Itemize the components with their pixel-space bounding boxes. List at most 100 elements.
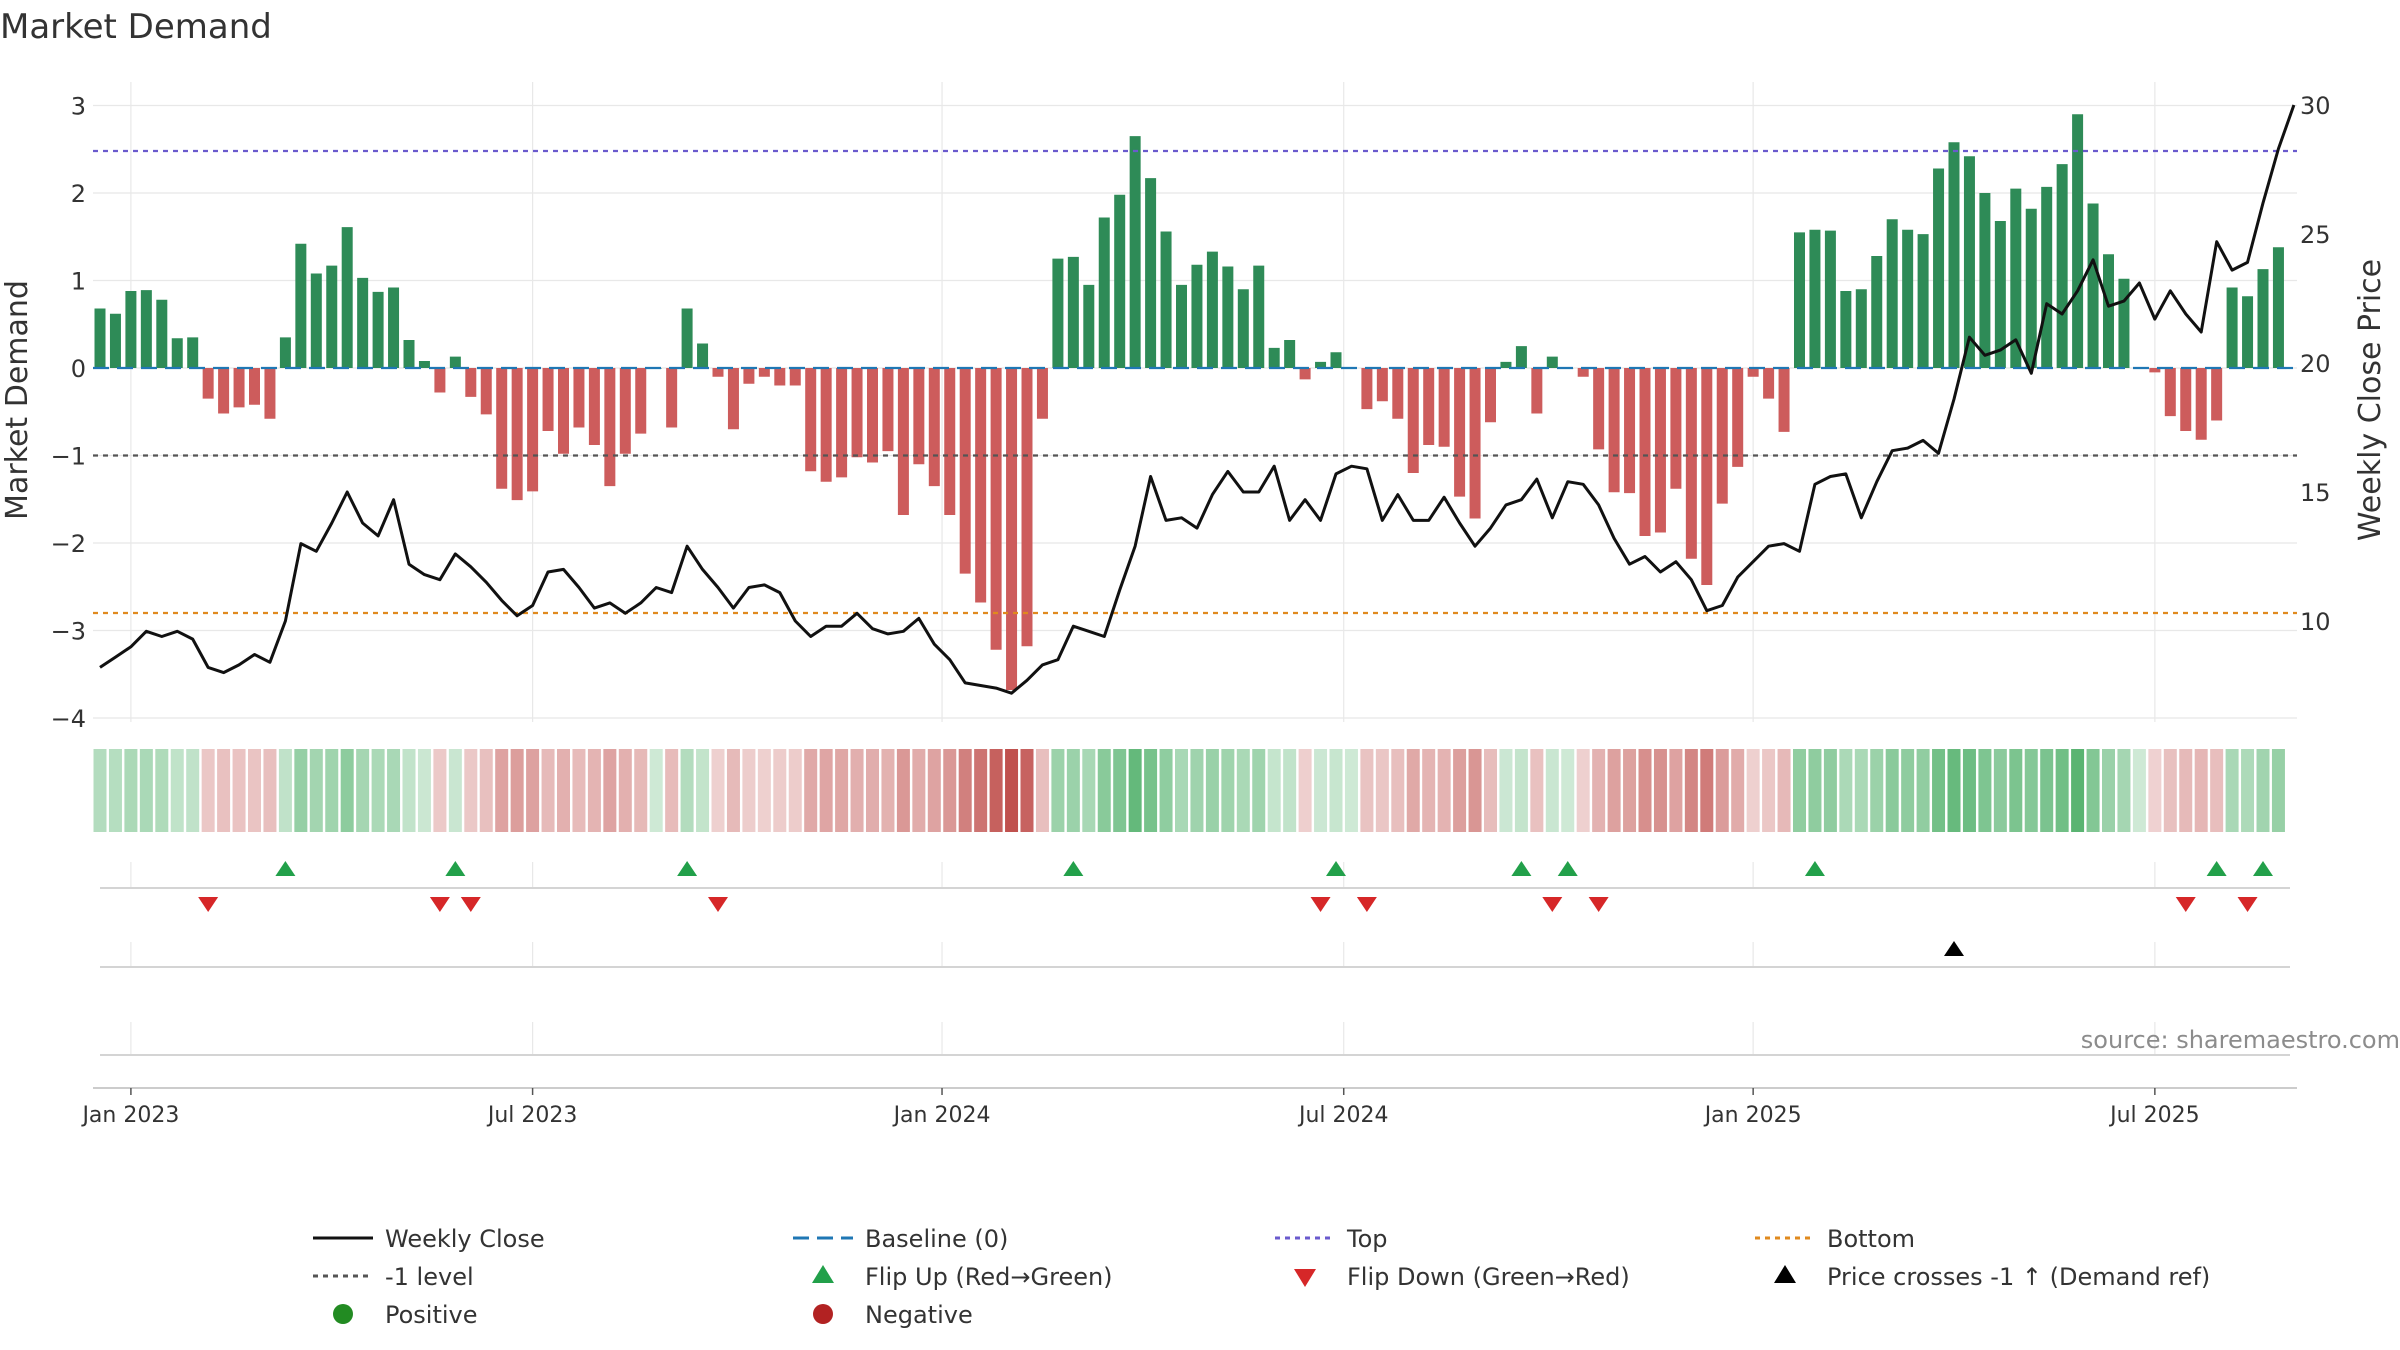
heat-cell	[1190, 749, 1204, 832]
flip-down-marker	[1356, 897, 1377, 912]
heat-cell	[896, 749, 910, 832]
heat-cell	[1932, 749, 1946, 832]
heat-cell	[464, 749, 478, 832]
heat-cell	[649, 749, 663, 832]
heat-cell	[1298, 749, 1312, 832]
legend: Weekly Close Baseline (0) Top Bottom -1 leve…	[313, 1225, 2210, 1329]
demand-bar	[1315, 361, 1327, 368]
demand-bar	[1253, 265, 1265, 368]
demand-bar	[1716, 368, 1728, 504]
heat-cell	[1175, 749, 1188, 832]
heat-cell	[1267, 749, 1281, 832]
left-tick-label: −3	[51, 618, 86, 646]
demand-bar	[666, 368, 678, 428]
demand-bar	[588, 368, 600, 445]
demand-bar	[1222, 266, 1234, 368]
heat-cell	[2132, 749, 2146, 832]
heat-cell	[1839, 749, 1853, 832]
date-tick-label: Jul 2023	[486, 1103, 578, 1128]
legend-label: Baseline (0)	[865, 1225, 1008, 1253]
demand-bar	[1855, 289, 1867, 368]
heat-cell	[742, 749, 756, 832]
heat-cell	[294, 749, 308, 832]
demand-bar	[1639, 368, 1651, 536]
heat-cell	[1406, 749, 1420, 832]
heat-cell	[1793, 749, 1806, 832]
heat-cell	[325, 749, 339, 832]
demand-bar	[310, 273, 322, 368]
demand-bar	[187, 337, 199, 368]
demand-bar	[1531, 368, 1543, 414]
heat-cell	[248, 749, 261, 832]
reference-levels	[93, 149, 2297, 615]
demand-bar	[774, 368, 786, 386]
heat-cell	[557, 749, 570, 832]
legend-label: Flip Down (Green→Red)	[1347, 1263, 1630, 1291]
demand-bar	[1902, 229, 1914, 368]
demand-bar	[2211, 368, 2223, 421]
heat-cell	[139, 749, 153, 832]
flip-down-marker	[1588, 897, 1609, 912]
demand-bar	[789, 368, 801, 386]
heat-cell	[1576, 749, 1590, 832]
heat-cell	[2024, 749, 2038, 832]
demand-bar	[1176, 284, 1187, 368]
heat-cell	[587, 749, 601, 832]
demand-bar	[1701, 368, 1713, 585]
demand-bar	[511, 368, 523, 501]
heat-cell	[479, 749, 493, 832]
heat-cell	[1978, 749, 1992, 832]
legend-label: Positive	[385, 1301, 478, 1329]
heat-cell	[93, 749, 107, 832]
heat-cell	[1035, 749, 1049, 832]
heat-cell	[1205, 749, 1219, 832]
legend-label: Flip Up (Red→Green)	[865, 1263, 1113, 1291]
flip-up-marker	[1557, 861, 1578, 876]
heat-cell	[2086, 749, 2100, 832]
heat-cell	[2210, 749, 2224, 832]
heat-cell	[1113, 749, 1127, 832]
demand-bar	[1515, 346, 1527, 368]
demand-bar	[1052, 258, 1064, 368]
demand-bar	[233, 368, 245, 408]
left-tick-label: −4	[51, 705, 86, 733]
demand-bar	[758, 368, 770, 377]
demand-bar	[2010, 188, 2022, 368]
demand-bar	[1067, 256, 1079, 368]
heat-cell	[1653, 749, 1667, 832]
legend-label: Bottom	[1827, 1225, 1915, 1253]
heat-cell	[263, 749, 277, 832]
heat-cell	[371, 749, 385, 832]
heat-cell	[1360, 749, 1374, 832]
heat-cell	[757, 749, 771, 832]
demand-bar	[1021, 368, 1033, 647]
demand-bar	[171, 338, 183, 368]
flip-up-marker	[1063, 861, 1084, 876]
flip-up-marker	[1326, 861, 1346, 876]
heat-cell	[1823, 749, 1837, 832]
demand-bar	[418, 361, 430, 368]
heat-cell	[1144, 749, 1158, 832]
demand-bar	[1732, 368, 1744, 467]
demand-bar	[1886, 219, 1898, 368]
demand-bar	[1871, 256, 1883, 368]
demand-bar	[341, 227, 353, 368]
demand-bar	[619, 368, 631, 454]
heat-cell	[309, 749, 323, 832]
demand-bar	[743, 368, 755, 384]
heat-cell	[912, 749, 926, 832]
left-tick-label: −1	[51, 443, 86, 471]
heat-cell	[356, 749, 370, 832]
heat-cell	[1808, 749, 1822, 832]
right-tick-label: 30	[2300, 92, 2331, 120]
heat-cell	[989, 749, 1003, 832]
demand-bar	[2226, 287, 2238, 368]
heat-cell	[124, 749, 138, 832]
flip-up-marker	[2253, 861, 2273, 876]
right-tick-label: 25	[2300, 221, 2331, 249]
heat-cell	[696, 749, 710, 832]
demand-bar	[1083, 284, 1095, 368]
heat-cell	[1329, 749, 1343, 832]
heat-cell	[2241, 749, 2255, 832]
